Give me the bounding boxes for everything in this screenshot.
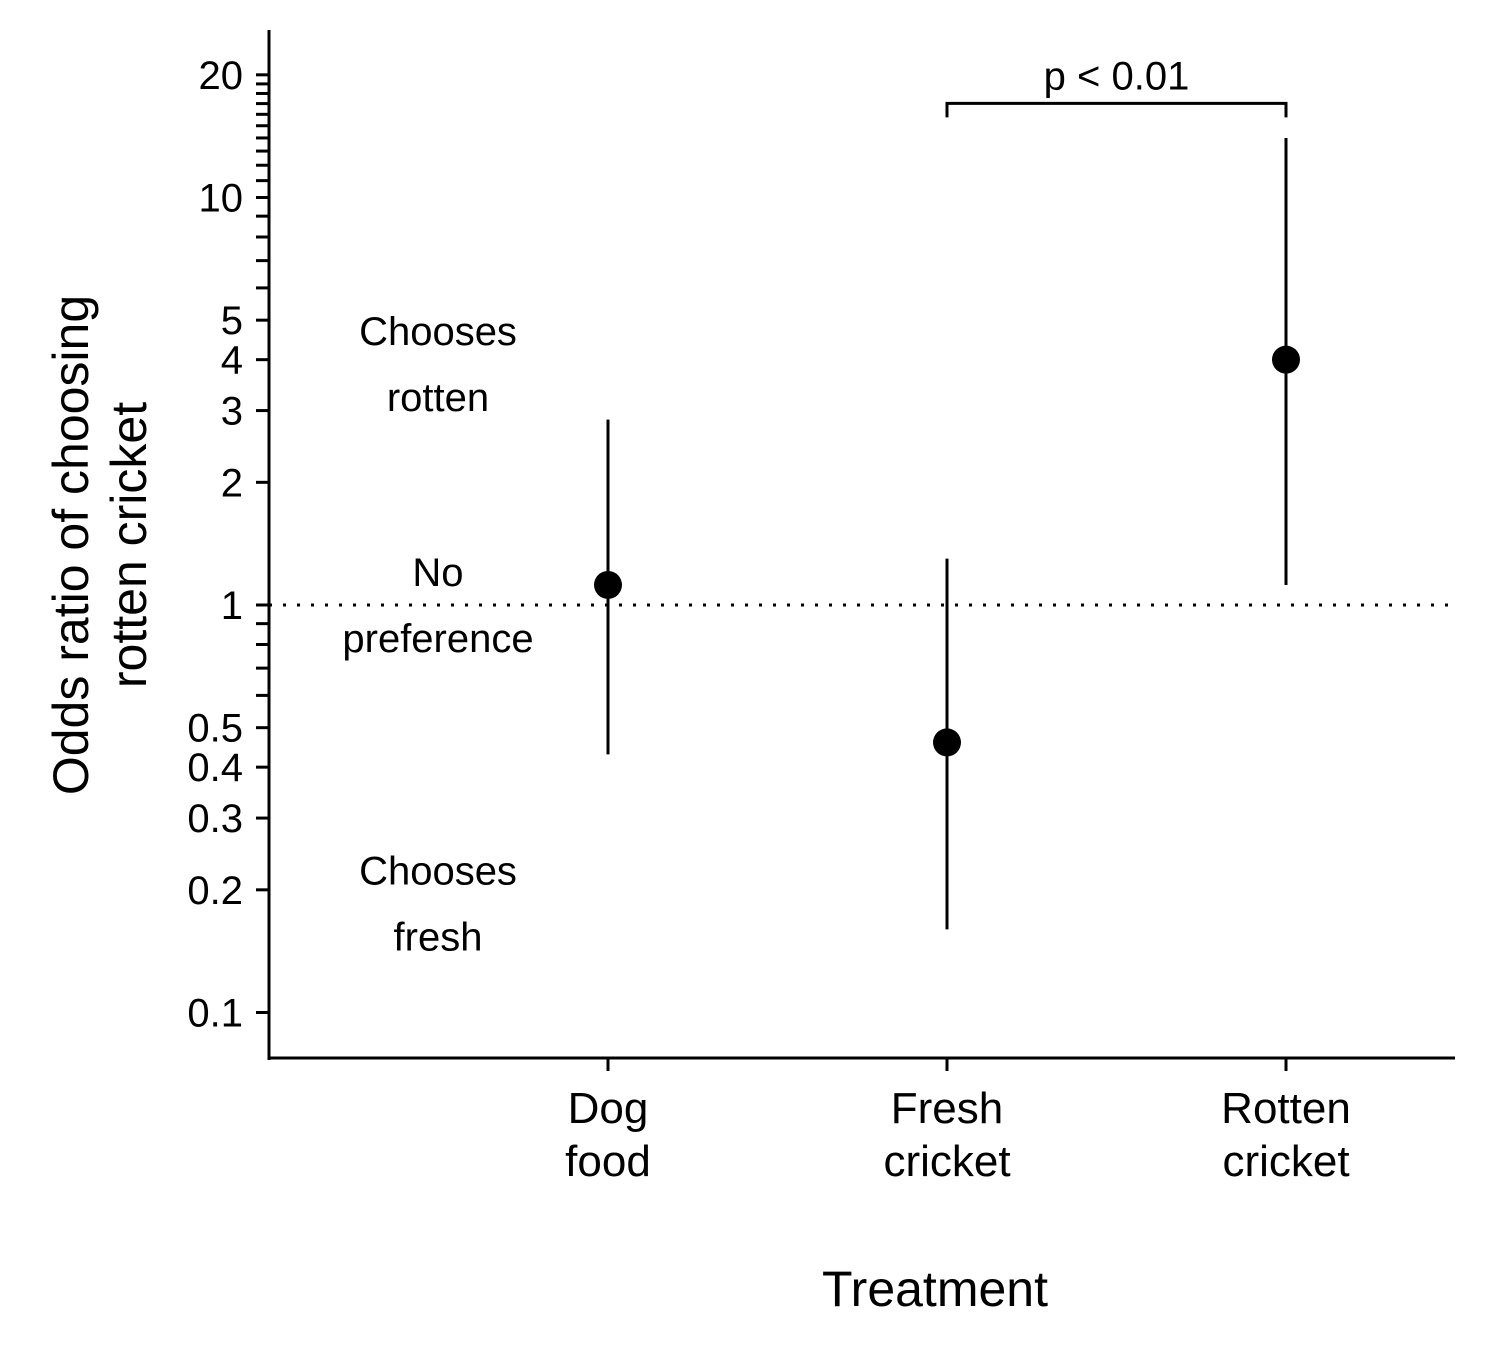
x-tick-label: food (565, 1137, 651, 1186)
x-tick-label: Rotten (1221, 1084, 1351, 1133)
estimate-point (933, 728, 961, 757)
region-annotation-line: rotten (387, 376, 489, 420)
significance-bracket: p < 0.01 (945, 54, 1288, 118)
y-axis-title-line: Odds ratio of choosing (43, 295, 99, 795)
x-tick-label: cricket (883, 1137, 1010, 1186)
y-tick-label: 1 (221, 584, 243, 628)
y-tick-label: 4 (221, 339, 243, 383)
axes (267, 30, 1455, 1060)
x-tick-label: cricket (1222, 1137, 1349, 1186)
y-tick-label: 3 (221, 390, 243, 434)
estimate-point (1272, 345, 1300, 374)
point-estimates (594, 345, 1300, 757)
y-tick-label: 0.2 (187, 869, 243, 913)
y-axis-ticks: 0.1 0.2 0.3 0.40.5 1 2 3 45 10 20 (187, 54, 269, 1036)
y-axis-title-line: rotten cricket (101, 402, 157, 688)
y-tick-label: 0.5 (187, 707, 243, 751)
significance-bracket-line (945, 101, 1288, 118)
significance-label: p < 0.01 (1044, 54, 1190, 98)
estimate-point (594, 570, 622, 599)
x-tick-label: Fresh (891, 1084, 1003, 1133)
region-annotation-line: fresh (394, 916, 483, 960)
y-tick-label: 2 (221, 461, 243, 505)
y-axis-title: Odds ratio of choosingrotten cricket (43, 295, 157, 795)
confidence-intervals (606, 137, 1288, 930)
region-annotation-line: preference (342, 617, 533, 661)
x-tick-label: Dog (568, 1084, 649, 1133)
y-tick-label: 0.4 (187, 746, 243, 790)
region-annotation-line: Chooses (359, 310, 517, 354)
x-axis-title: Treatment (822, 1261, 1048, 1317)
region-annotation-line: No (412, 551, 463, 595)
region-annotation-line: Chooses (359, 850, 517, 894)
y-tick-label: 0.3 (187, 797, 243, 841)
y-axis-minor-ticks (256, 82, 269, 697)
y-tick-label: 5 (221, 299, 243, 343)
y-tick-label: 10 (199, 177, 244, 221)
y-tick-label: 20 (199, 54, 244, 98)
region-annotations: Chooses rotten No preference Chooses fresh (342, 310, 533, 959)
y-tick-label: 0.1 (187, 992, 243, 1036)
